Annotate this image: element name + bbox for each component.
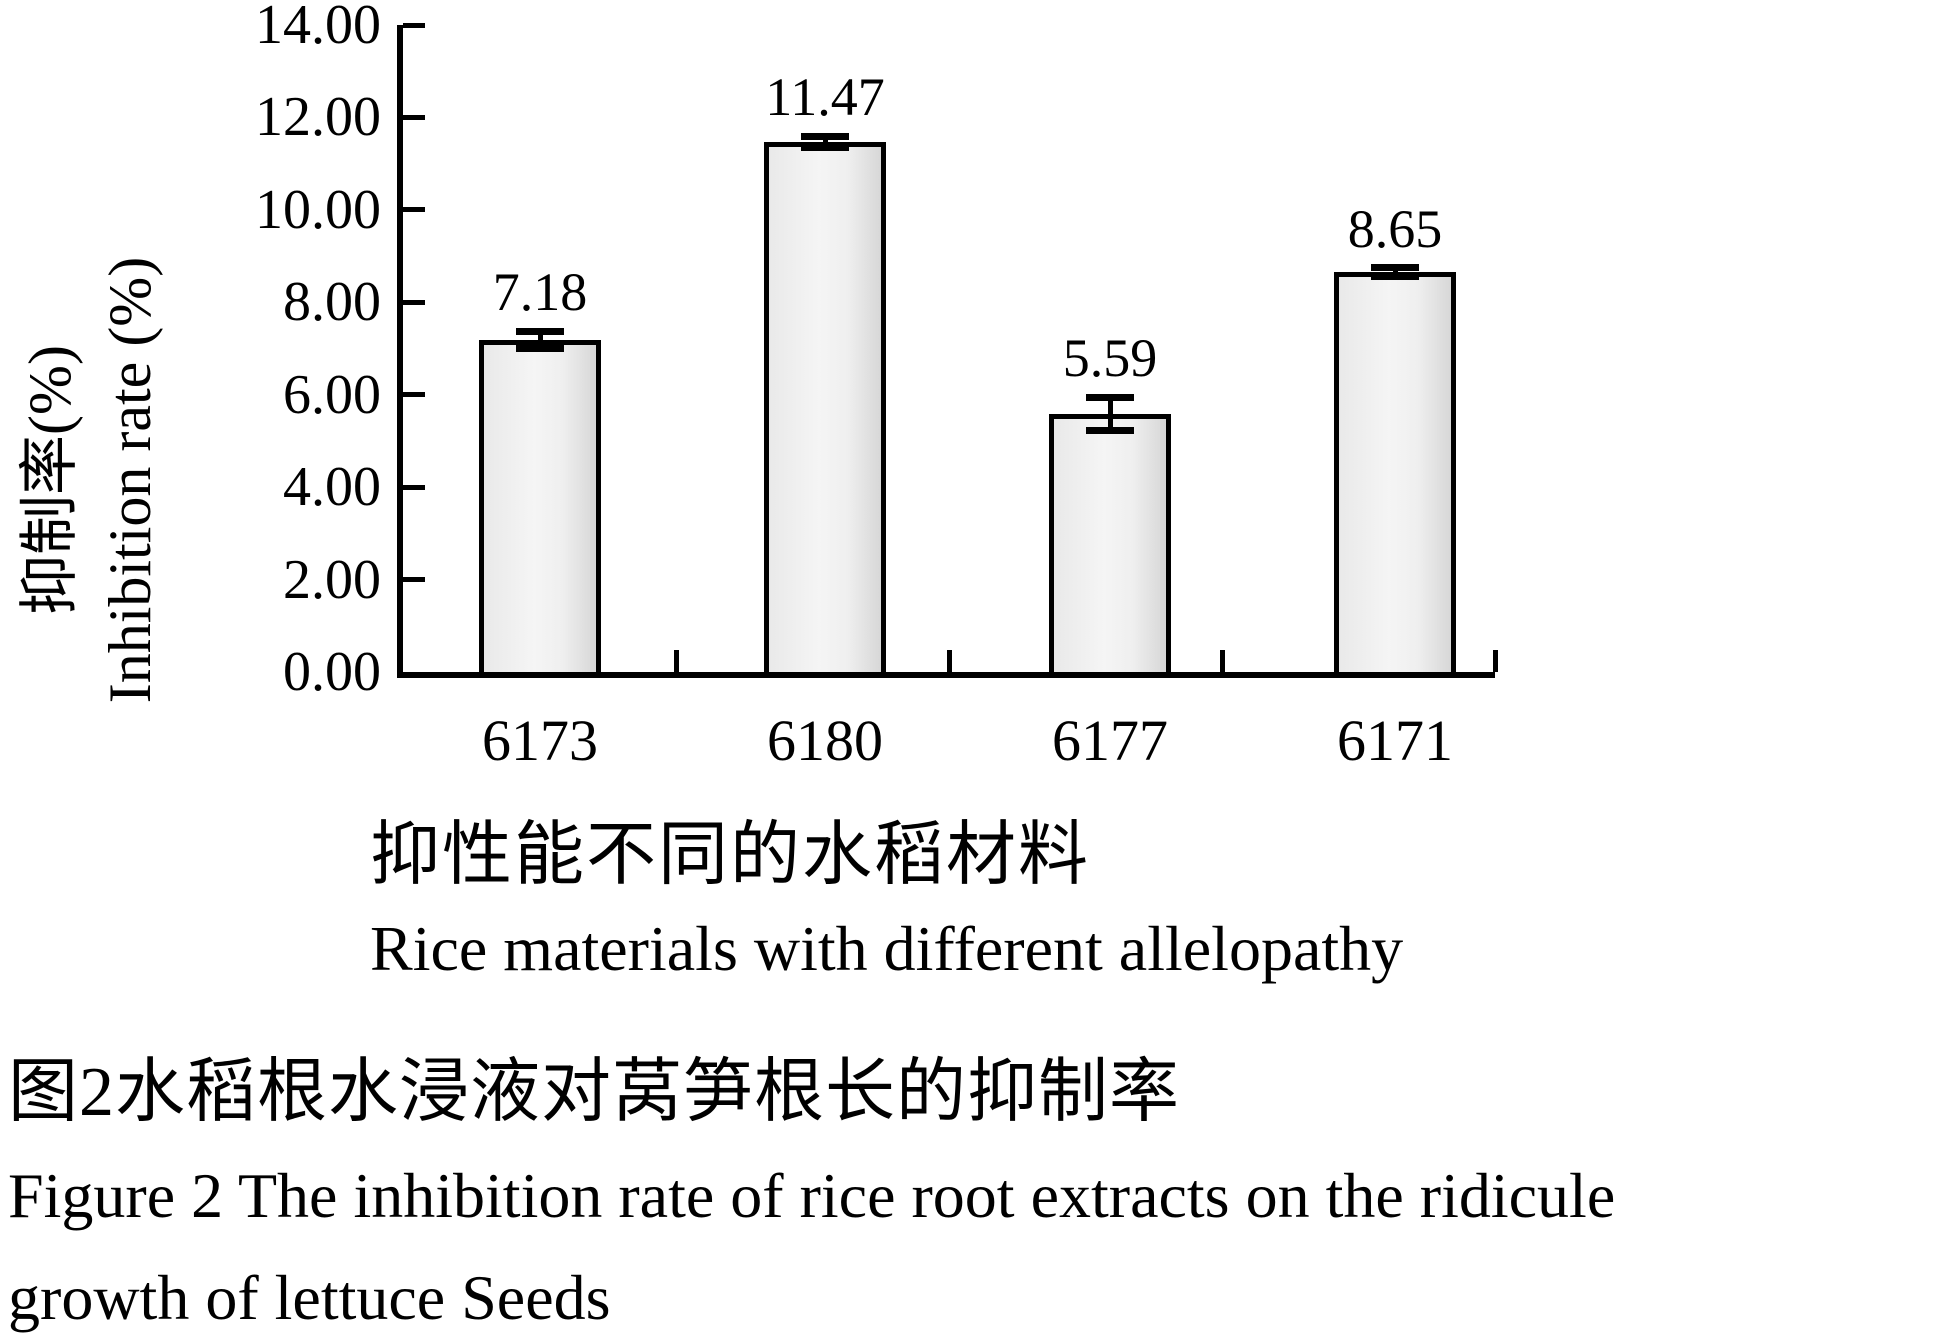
- x-axis-tick-labels: 6173 6180 6177 6171: [403, 712, 1495, 782]
- error-bar-cap: [1086, 393, 1134, 401]
- error-bar-cap: [801, 132, 849, 140]
- y-tick: [403, 392, 425, 398]
- y-tick-label: 12.00: [255, 86, 381, 149]
- error-bar-cap: [1371, 264, 1419, 272]
- x-tick-label: 6171: [1337, 708, 1453, 773]
- bar-value-label: 5.59: [1062, 328, 1158, 389]
- error-bar-line: [1107, 397, 1113, 431]
- error-bar-line: [822, 136, 828, 148]
- error-bar-line: [1392, 267, 1398, 277]
- x-tick: [673, 650, 679, 672]
- figure-caption-zh: 图2水稻根水浸液对莴笋根长的抑制率: [8, 1054, 1180, 1131]
- bar-6173: [479, 340, 601, 672]
- bar-value-label: 7.18: [492, 262, 588, 323]
- x-tick-label: 6180: [767, 708, 883, 773]
- error-bar-cap: [1371, 273, 1419, 281]
- plot-area: 7.18 11.47 5.59 8.65: [397, 22, 1498, 678]
- x-axis-title-en: Rice materials with different allelopath…: [370, 913, 1404, 984]
- x-axis-title: 抑性能不同的水稻材料 Rice materials with different…: [370, 810, 1403, 997]
- y-tick-label: 0.00: [283, 641, 381, 703]
- figure-caption: 图2水稻根水浸液对莴笋根长的抑制率 Figure 2 The inhibitio…: [8, 1040, 1938, 1334]
- x-tick: [1492, 650, 1498, 672]
- error-bar-line: [537, 331, 543, 349]
- figure-caption-en-line2: growth of lettuce Seeds: [8, 1262, 611, 1334]
- bar-6171: [1334, 272, 1456, 672]
- y-tick: [403, 484, 425, 490]
- y-tick-label: 2.00: [283, 548, 381, 611]
- y-tick-label: 8.00: [283, 271, 381, 334]
- x-tick: [1219, 650, 1225, 672]
- y-tick-label: 10.00: [255, 178, 381, 241]
- y-tick: [403, 114, 425, 120]
- y-axis-tick-labels: 0.00 2.00 4.00 6.00 8.00 10.00 12.00 14.00: [0, 0, 381, 700]
- error-bar-cap: [516, 327, 564, 335]
- error-bar-cap: [516, 345, 564, 353]
- y-tick: [403, 207, 425, 213]
- bar-value-label: 11.47: [765, 67, 885, 128]
- y-tick-label: 4.00: [283, 456, 381, 519]
- error-bar-cap: [801, 143, 849, 151]
- y-tick-label: 6.00: [283, 363, 381, 426]
- x-tick-label: 6173: [482, 708, 598, 773]
- y-tick-label: 14.00: [255, 0, 381, 56]
- error-bar-cap: [1086, 426, 1134, 434]
- bar-value-label: 8.65: [1347, 198, 1443, 259]
- y-tick: [403, 22, 425, 28]
- bar-6180: [764, 141, 886, 672]
- bar-6177: [1049, 413, 1171, 672]
- y-tick: [403, 299, 425, 305]
- x-tick-label: 6177: [1052, 708, 1168, 773]
- y-tick: [403, 577, 425, 583]
- x-tick: [946, 650, 952, 672]
- x-axis-title-zh: 抑性能不同的水稻材料: [370, 817, 1090, 894]
- figure-caption-en-line1: Figure 2 The inhibition rate of rice roo…: [8, 1160, 1616, 1231]
